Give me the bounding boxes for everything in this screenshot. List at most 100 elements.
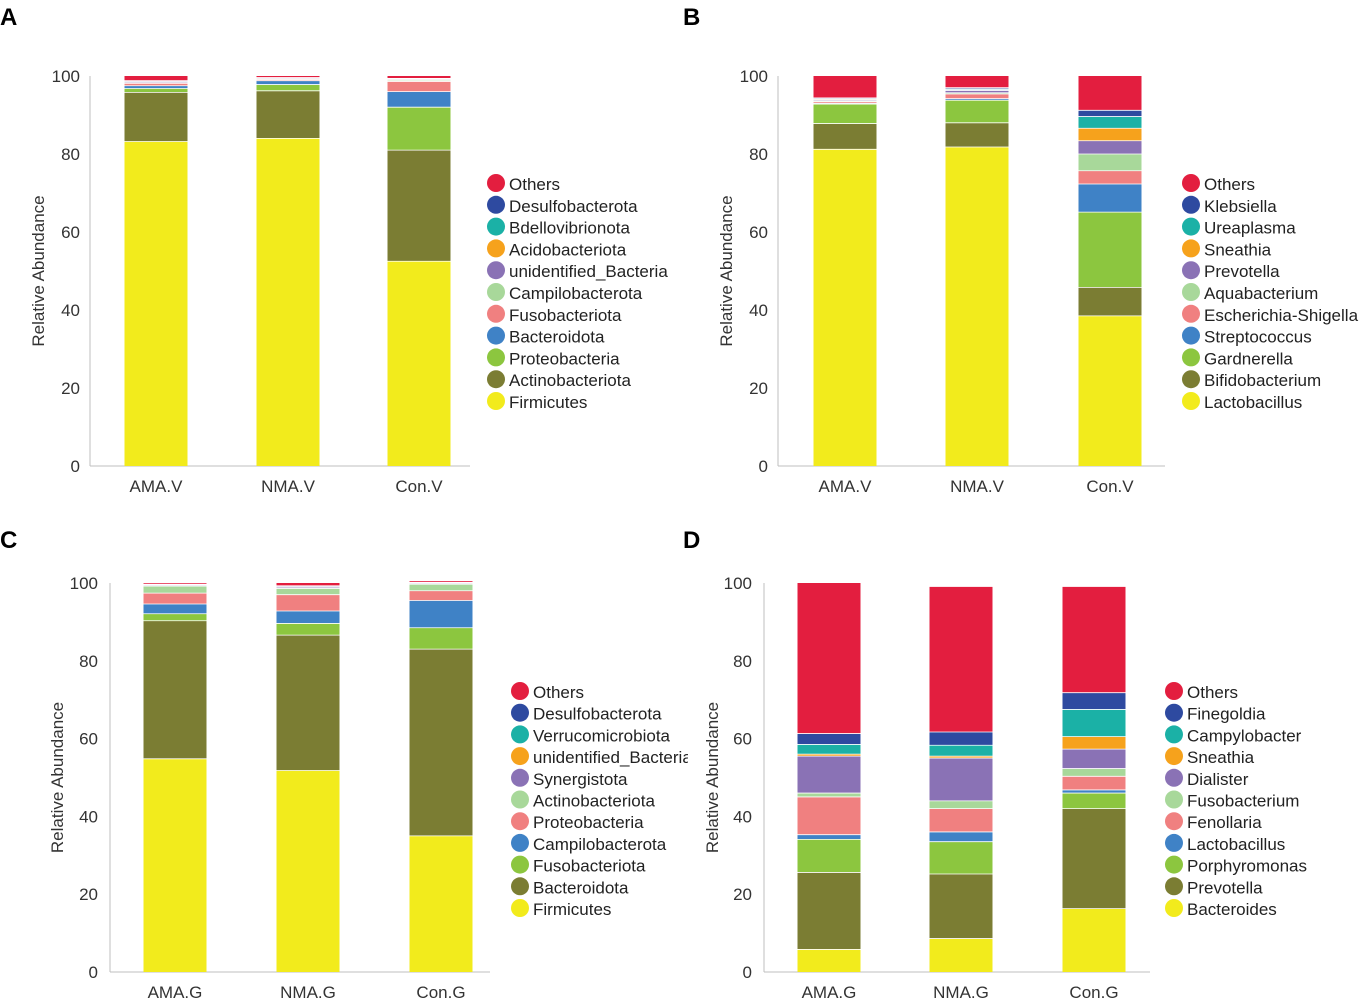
panel-b-ytick-80: 80 [749,145,768,164]
panel-a-xtick-ama-v: AMA.V [130,477,184,496]
panel-c-ytick-0: 0 [89,963,98,982]
panel-b-bar-con-v-escherichia-shigella [1078,170,1142,185]
panel-a-legend-label-bdellovibrionota: Bdellovibrionota [509,219,631,238]
panel-a-bar-nma-v-actinobacteriota [256,90,320,139]
panel-d-legend-label-sneathia: Sneathia [1187,748,1255,767]
panel-b-legend-marker-bifidobacterium [1182,370,1200,389]
panel-b-bar-con-v-streptococcus [1078,184,1142,213]
panel-a-bar-ama-v-bacteroidota [124,85,188,89]
panel-c-legend-marker-synergistota [511,768,529,787]
panel-a-bar-con-v-firmicutes [387,261,451,466]
panel-b-legend-label-ureaplasma: Ureaplasma [1204,219,1296,238]
panel-d-bar-nma-g-dialister [929,758,993,801]
panel-c-legend-label-desulfobacterota: Desulfobacterota [533,705,662,724]
panel-d-bar-ama-g-lactobacillus [797,834,861,840]
panel-a-legend-marker-fusobacteriota [487,304,505,323]
panel-a-legend-marker-acidobacteriota [487,239,505,258]
panel-d-bar-nma-g-fusobacterium [929,800,993,809]
panel-a-legend-label-bacteroidota: Bacteroidota [509,328,605,347]
panel-b: B 0 20 40 60 80 100 Relative Abundance AMA.V NMA.… [683,4,1359,496]
panel-b-legend-label-others: Others [1204,175,1255,194]
panel-c-legend-marker-proteobacteria [511,812,529,831]
panel-d-legend-marker-prevotella [1165,877,1183,896]
panel-d-legend-label-lactobacillus: Lactobacillus [1187,835,1285,854]
panel-b-legend-label-aquabacterium: Aquabacterium [1204,284,1318,303]
panel-b-ytick-0: 0 [759,457,768,476]
panel-a-legend-label-others: Others [509,175,560,194]
panel-b-legend-marker-lactobacillus [1182,392,1200,410]
panel-b-bar-ama-v-bifidobacterium [813,123,877,150]
panel-c-legend-label-proteobacteria: Proteobacteria [533,813,644,832]
panel-d-legend-label-campylobacter: Campylobacter [1187,726,1302,745]
panel-b-bar-nma-v-others [945,76,1009,88]
panel-a-ytick-20: 20 [61,379,80,398]
panel-b-bar-ama-v-prevotella [813,99,877,101]
panel-d-bar-nma-g-finegoldia [929,731,993,746]
panel-c-legend: Others Desulfobacterota Verrucomicrobiota u… [511,682,688,919]
panel-c-legend-marker-campilobacterota [511,833,529,852]
panel-b-legend-label-prevotella: Prevotella [1204,262,1280,281]
panel-a-xtick-nma-v: NMA.V [261,477,316,496]
panel-a-legend-label-campilobacterota: Campilobacterota [509,284,643,303]
panel-d-ytick-0: 0 [743,963,752,982]
panel-b-legend-label-bifidobacterium: Bifidobacterium [1204,371,1321,390]
panel-a-legend-marker-proteobacteria [487,348,505,367]
panel-c-legend-label-others: Others [533,683,584,702]
panel-d: D 0 20 40 60 80 100 Relative Abundance AMA.G NMA.… [683,527,1307,1000]
panel-b-legend-marker-sneathia [1182,239,1200,258]
panel-d-bar-ama-g-others [797,583,861,734]
panel-d-bar-nma-g-porphyromonas [929,841,993,874]
panel-b-bar-nma-v-klebsiella [945,87,1009,89]
panel-b-ytick-20: 20 [749,379,768,398]
panel-d-bar-con-g-campylobacter [1062,709,1126,737]
panel-b-bar-nma-v-aquabacterium [945,92,1009,94]
panel-c-bar-nma-g-fusobacteriota [276,623,340,636]
panel-b-bar-con-v-bifidobacterium [1078,287,1142,316]
panel-a-bar-nma-v-firmicutes [256,138,320,466]
panel-d-bar-con-g-sneathia [1062,736,1126,750]
panel-d-bar-con-g-prevotella [1062,808,1126,909]
panel-d-xtick-nma-g: NMA.G [933,983,989,1000]
panel-a-bar-con-v-bacteroidota [387,91,451,108]
panel-b-ylabel: Relative Abundance [717,195,736,346]
panel-d-ytick-80: 80 [733,652,752,671]
panel-b-ytick-60: 60 [749,223,768,242]
panel-d-bar-nma-g-campylobacter [929,745,993,757]
panel-c-legend-label-actinobacteriota: Actinobacteriota [533,792,655,811]
panel-a-bar-nma-v-fusobacteriota [256,79,320,81]
panel-a-bar-ama-v-others [124,76,188,81]
panel-b-bar-con-v-gardnerella [1078,212,1142,288]
panel-d-ytick-40: 40 [733,807,752,826]
panel-c-legend-label-firmicutes: Firmicutes [533,900,611,919]
panel-d-bar-nma-g-sneathia [929,756,993,759]
panel-c-bar-ama-g-bacteroidota [143,620,207,759]
panel-a: A 0 20 40 60 80 100 Relative Abundance AMA.V NMA.… [0,4,668,496]
panel-b-xtick-ama-v: AMA.V [819,477,873,496]
panel-a-bar-ama-v-unidentified-bacteria [124,81,188,83]
panel-c-bar-con-g-actinobacteriota [409,584,473,591]
panel-d-legend-marker-others [1165,682,1183,700]
panel-d-legend-label-dialister: Dialister [1187,770,1249,789]
panel-c-bar-nma-g-others [276,583,340,586]
panel-d-bar-con-g-bacteroides [1062,908,1126,972]
panel-c-bar-nma-g-campilobacterota [276,611,340,624]
panel-d-ytick-100: 100 [724,574,752,593]
panel-c-ytick-40: 40 [79,807,98,826]
panel-b-bar-nma-v-gardnerella [945,100,1009,123]
panel-a-bar-con-v-others [387,76,451,79]
panel-d-legend-label-others: Others [1187,683,1238,702]
panel-c-legend-marker-fusobacteriota [511,855,529,874]
panel-d-xtick-ama-g: AMA.G [802,983,857,1000]
panel-a-legend-marker-unidentified-bacteria [487,261,505,280]
panel-d-legend-marker-dialister [1165,768,1183,787]
panel-b-bar-nma-v-escherichia-shigella [945,93,1009,99]
panel-a-legend-label-firmicutes: Firmicutes [509,393,587,412]
panel-d-xtick-con-g: Con.G [1069,983,1118,1000]
panel-c-bar-nma-g-synergistota [276,587,340,589]
panel-b-legend-label-lactobacillus: Lactobacillus [1204,393,1302,412]
panel-c-legend-label-bacteroidota: Bacteroidota [533,878,629,897]
panel-d-bar-ama-g-dialister [797,756,861,794]
panel-d-bar-con-g-porphyromonas [1062,793,1126,809]
panel-a-bar-con-v-actinobacteriota [387,150,451,262]
